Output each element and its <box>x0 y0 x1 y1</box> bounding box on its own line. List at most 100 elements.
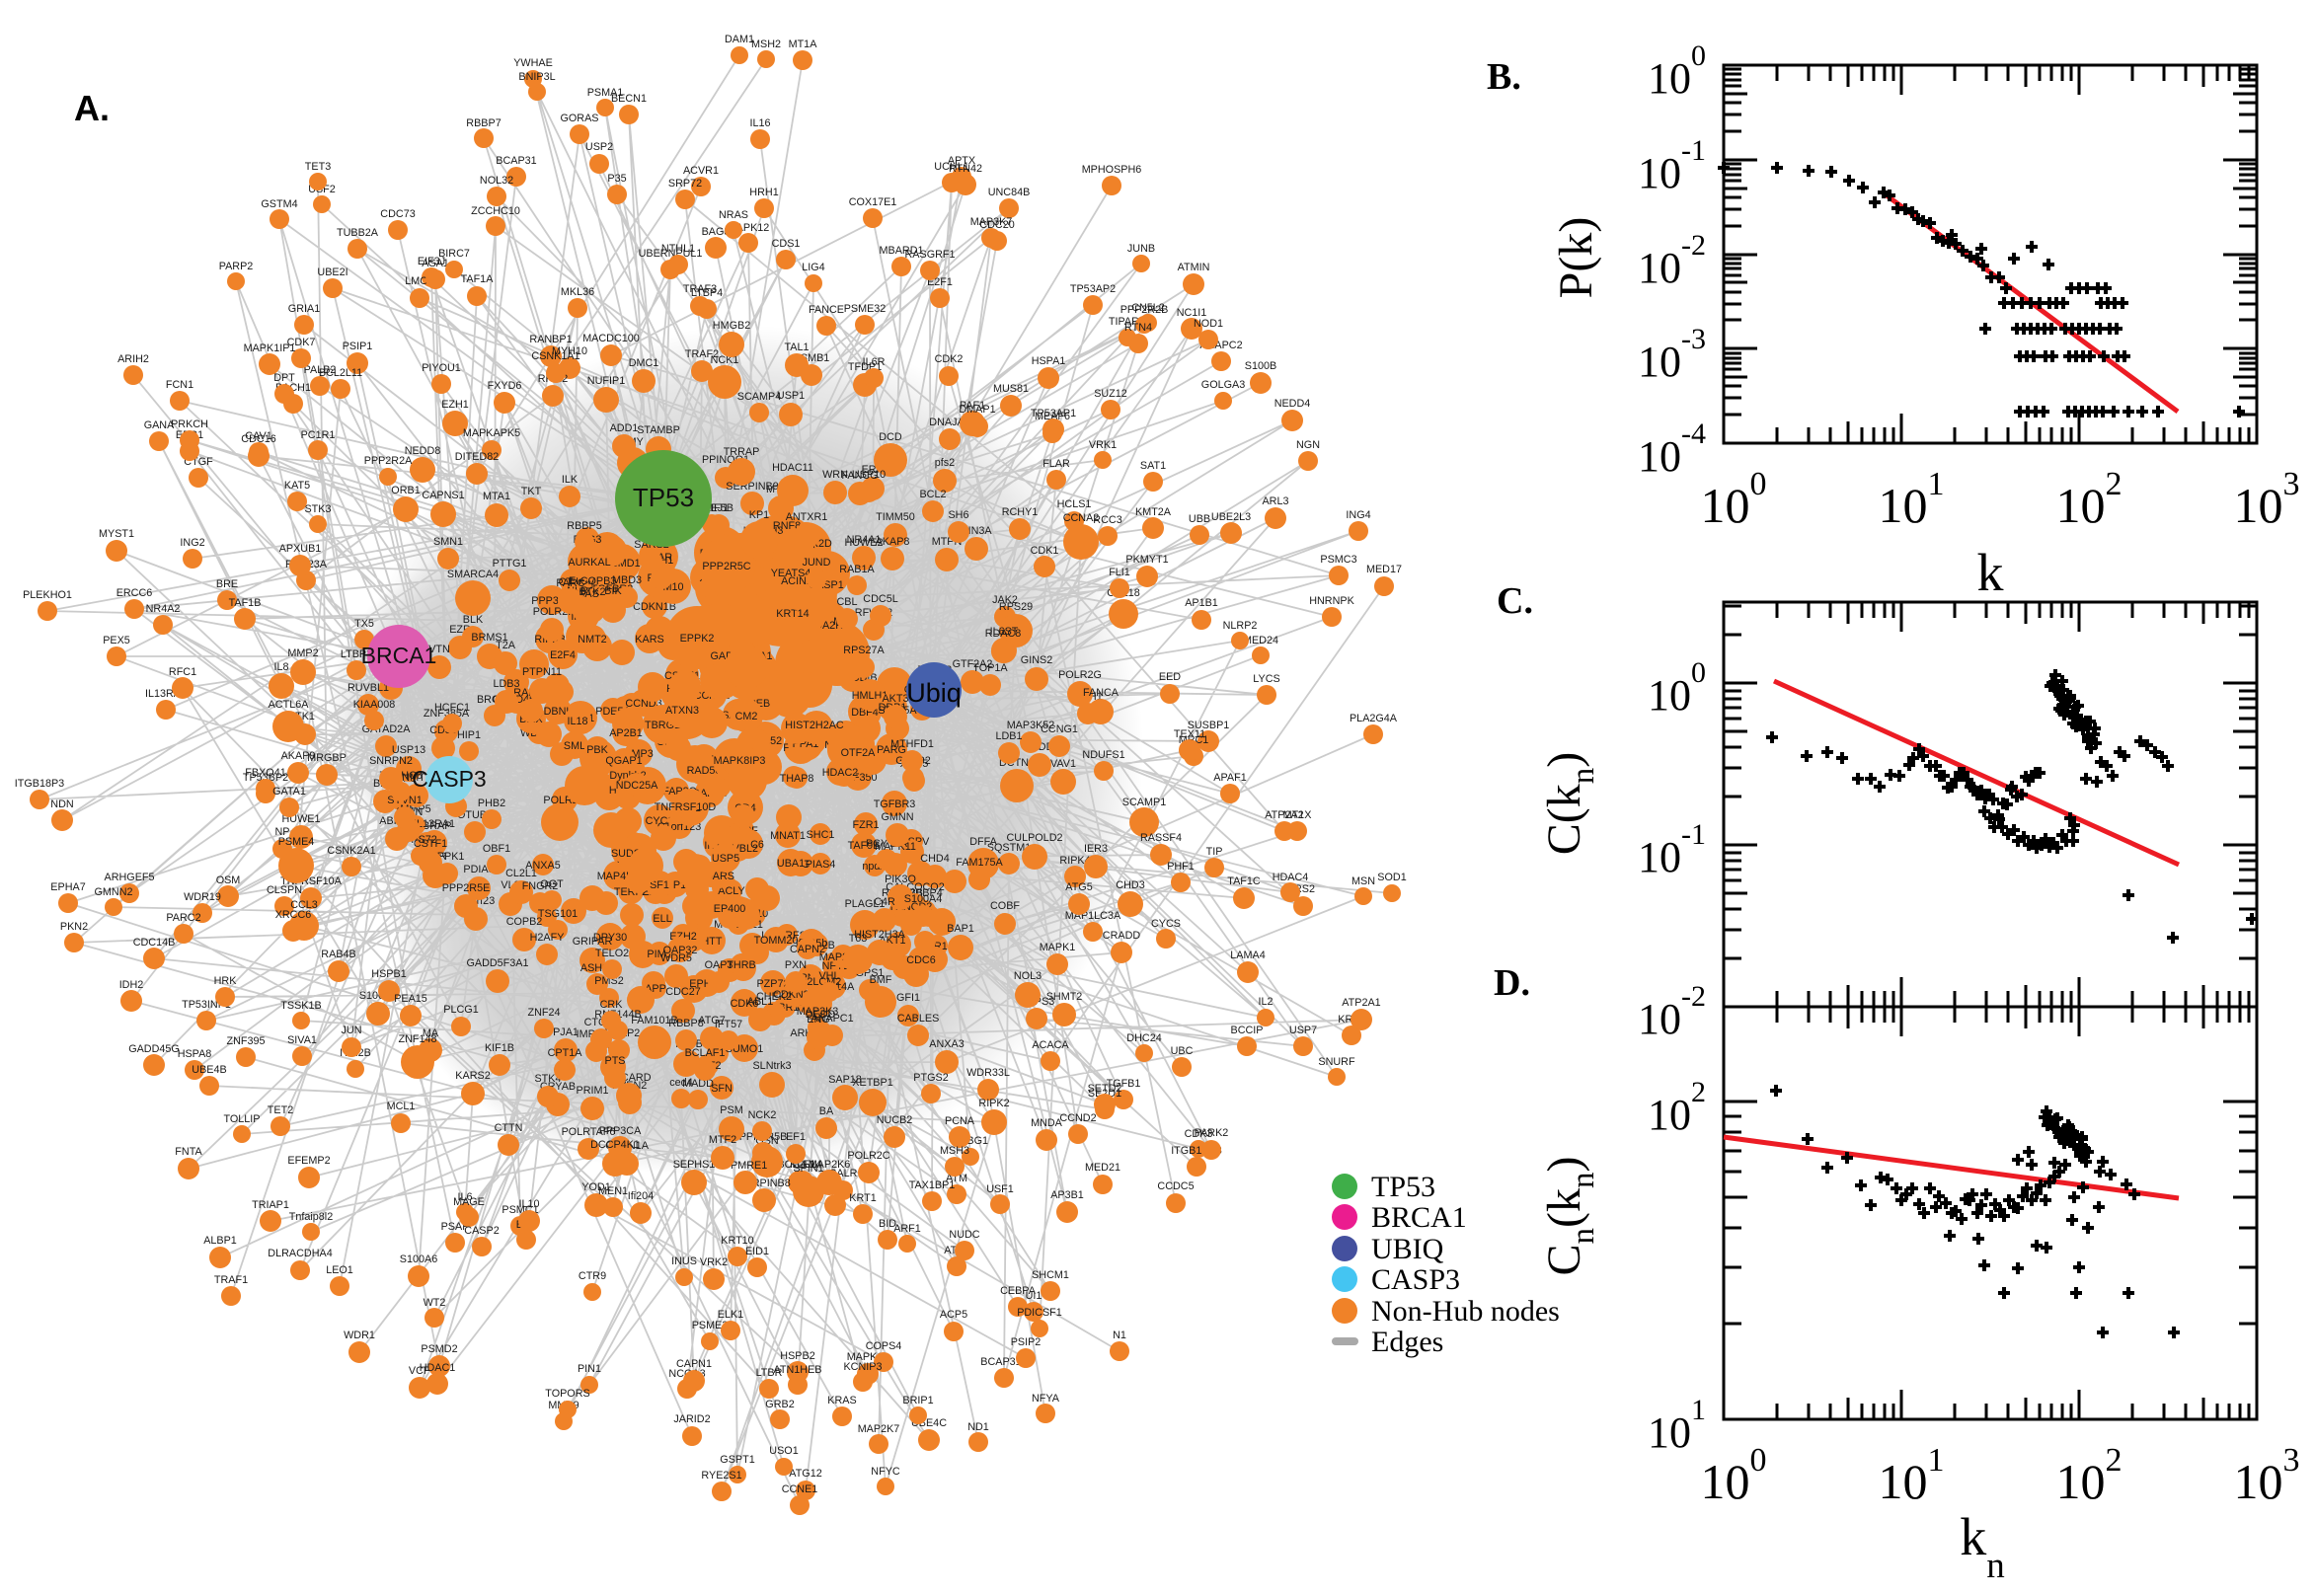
svg-text:CAV1: CAV1 <box>245 430 271 442</box>
svg-text:AURKA: AURKA <box>568 557 605 569</box>
svg-text:SEPHS1: SEPHS1 <box>673 1159 716 1171</box>
svg-text:APAF1: APAF1 <box>1213 772 1246 784</box>
svg-text:OAP3: OAP3 <box>705 959 733 971</box>
svg-text:SAT1: SAT1 <box>1140 460 1166 472</box>
svg-text:PSIP2: PSIP2 <box>1011 1336 1042 1348</box>
svg-text:GRB2: GRB2 <box>765 1399 794 1410</box>
svg-text:MBARD1: MBARD1 <box>880 245 924 257</box>
svg-text:RUVBL1: RUVBL1 <box>347 682 389 694</box>
svg-text:SHCM1: SHCM1 <box>1032 1269 1069 1281</box>
svg-text:RCHY1: RCHY1 <box>1002 506 1039 518</box>
svg-text:CHEK2: CHEK2 <box>756 991 792 1003</box>
svg-text:ITGB18P3: ITGB18P3 <box>15 778 64 790</box>
svg-text:XRCC6: XRCC6 <box>275 909 312 921</box>
svg-text:NC1I1: NC1I1 <box>1177 307 1207 319</box>
svg-text:NCK1: NCK1 <box>711 354 739 366</box>
svg-text:STK4: STK4 <box>534 1073 561 1085</box>
svg-text:RBBP5: RBBP5 <box>567 520 601 532</box>
svg-text:PAF1: PAF1 <box>960 400 985 412</box>
svg-text:THRB: THRB <box>727 959 755 971</box>
svg-text:UBE2L3: UBE2L3 <box>1211 511 1251 523</box>
svg-text:JAK2: JAK2 <box>992 594 1018 606</box>
svg-text:RASGRF1: RASGRF1 <box>905 249 956 261</box>
svg-text:CPT1A: CPT1A <box>548 1047 583 1059</box>
svg-text:MPHOSPH6: MPHOSPH6 <box>1082 164 1142 176</box>
svg-text:GRIPAR: GRIPAR <box>573 936 613 948</box>
svg-text:TP53: TP53 <box>633 483 694 512</box>
svg-text:OAP32: OAP32 <box>663 945 698 956</box>
svg-text:EFEMP2: EFEMP2 <box>287 1155 330 1167</box>
svg-text:MAPKAPK5: MAPKAPK5 <box>463 427 520 439</box>
svg-text:NOD1: NOD1 <box>1194 318 1223 330</box>
svg-text:OBF1: OBF1 <box>483 843 510 855</box>
svg-text:KIAA008: KIAA008 <box>353 699 396 711</box>
svg-text:PKMYT1: PKMYT1 <box>1125 554 1168 566</box>
svg-text:LDB3: LDB3 <box>493 678 519 690</box>
svg-text:NP: NP <box>275 826 290 838</box>
svg-text:CDS1: CDS1 <box>772 238 801 250</box>
svg-text:BCAP31: BCAP31 <box>496 155 536 167</box>
svg-text:MMP2: MMP2 <box>287 647 318 659</box>
svg-text:T63: T63 <box>849 933 868 945</box>
svg-text:B.: B. <box>1487 56 1521 98</box>
svg-text:FANCG: FANCG <box>841 470 878 482</box>
svg-text:ZNF148: ZNF148 <box>398 1033 436 1045</box>
svg-text:TP53BP2: TP53BP2 <box>243 772 288 784</box>
svg-text:UBC: UBC <box>1171 1045 1194 1057</box>
svg-text:CASP2: CASP2 <box>464 1225 499 1237</box>
svg-text:TAL1: TAL1 <box>784 342 809 353</box>
svg-text:MAP2K7: MAP2K7 <box>858 1423 900 1435</box>
svg-text:MTHFD1: MTHFD1 <box>890 738 934 750</box>
svg-text:RCC3: RCC3 <box>1093 514 1121 526</box>
svg-text:KP1: KP1 <box>749 509 769 521</box>
svg-text:NR4A1: NR4A1 <box>847 534 882 546</box>
svg-text:PLAGL1: PLAGL1 <box>845 898 886 910</box>
svg-text:PSMD2: PSMD2 <box>421 1343 457 1355</box>
svg-text:SLNtrk3: SLNtrk3 <box>752 1060 791 1072</box>
svg-text:GSTM4: GSTM4 <box>261 198 297 210</box>
svg-text:MSH3: MSH3 <box>940 1145 969 1157</box>
svg-text:BCCIP: BCCIP <box>1231 1025 1264 1036</box>
svg-text:SQSTM1: SQSTM1 <box>987 842 1031 854</box>
svg-text:PEX5: PEX5 <box>103 635 130 646</box>
svg-text:HSPA1: HSPA1 <box>1032 355 1066 367</box>
svg-text:k: k <box>1977 543 2004 602</box>
svg-text:GRIA1: GRIA1 <box>288 303 320 315</box>
svg-text:NOL32: NOL32 <box>480 175 513 187</box>
svg-text:PPP3CA: PPP3CA <box>599 1125 642 1137</box>
svg-text:DPT: DPT <box>273 372 295 384</box>
svg-text:ZNF395: ZNF395 <box>226 1035 265 1047</box>
svg-text:CULPOLD2: CULPOLD2 <box>1006 832 1062 844</box>
svg-text:TP53AP2: TP53AP2 <box>1070 283 1116 295</box>
svg-text:HIP1: HIP1 <box>457 729 481 741</box>
svg-text:MNDA: MNDA <box>1031 1117 1063 1129</box>
svg-text:PALB2: PALB2 <box>304 364 337 376</box>
svg-text:PIN1: PIN1 <box>578 1363 601 1375</box>
svg-text:SOD1: SOD1 <box>1377 872 1406 883</box>
svg-text:CHD4: CHD4 <box>920 853 949 865</box>
svg-text:FCN1: FCN1 <box>166 379 193 391</box>
svg-text:RTN4: RTN4 <box>1124 322 1152 334</box>
svg-text:TP53: TP53 <box>1371 1171 1435 1203</box>
svg-text:H2AFY: H2AFY <box>530 932 565 944</box>
svg-text:SCAMP4: SCAMP4 <box>737 391 781 403</box>
svg-text:SETD2: SETD2 <box>1088 1083 1122 1095</box>
svg-text:CDK6: CDK6 <box>731 998 759 1010</box>
svg-text:SUZ12: SUZ12 <box>1094 388 1127 400</box>
svg-text:GMNN: GMNN <box>882 811 914 823</box>
svg-text:RIPK2: RIPK2 <box>978 1098 1009 1109</box>
svg-text:PPP2R5C: PPP2R5C <box>702 561 750 572</box>
svg-text:YWHAE: YWHAE <box>513 57 553 69</box>
svg-text:SML: SML <box>564 740 585 752</box>
svg-text:PRIM1: PRIM1 <box>577 1085 609 1097</box>
svg-text:NOL3: NOL3 <box>1014 970 1042 982</box>
svg-text:SCAMP1: SCAMP1 <box>1122 797 1166 808</box>
svg-text:BLK: BLK <box>463 614 484 626</box>
svg-text:CAPNS1: CAPNS1 <box>422 490 464 501</box>
svg-text:ENG: ENG <box>807 1014 829 1026</box>
svg-text:MAPK8IP3: MAPK8IP3 <box>714 755 766 767</box>
svg-text:UBIQ: UBIQ <box>1371 1233 1444 1265</box>
svg-text:SIVA1: SIVA1 <box>287 1034 317 1046</box>
svg-text:BRE: BRE <box>216 578 238 590</box>
svg-text:BRIP1: BRIP1 <box>902 1395 933 1406</box>
